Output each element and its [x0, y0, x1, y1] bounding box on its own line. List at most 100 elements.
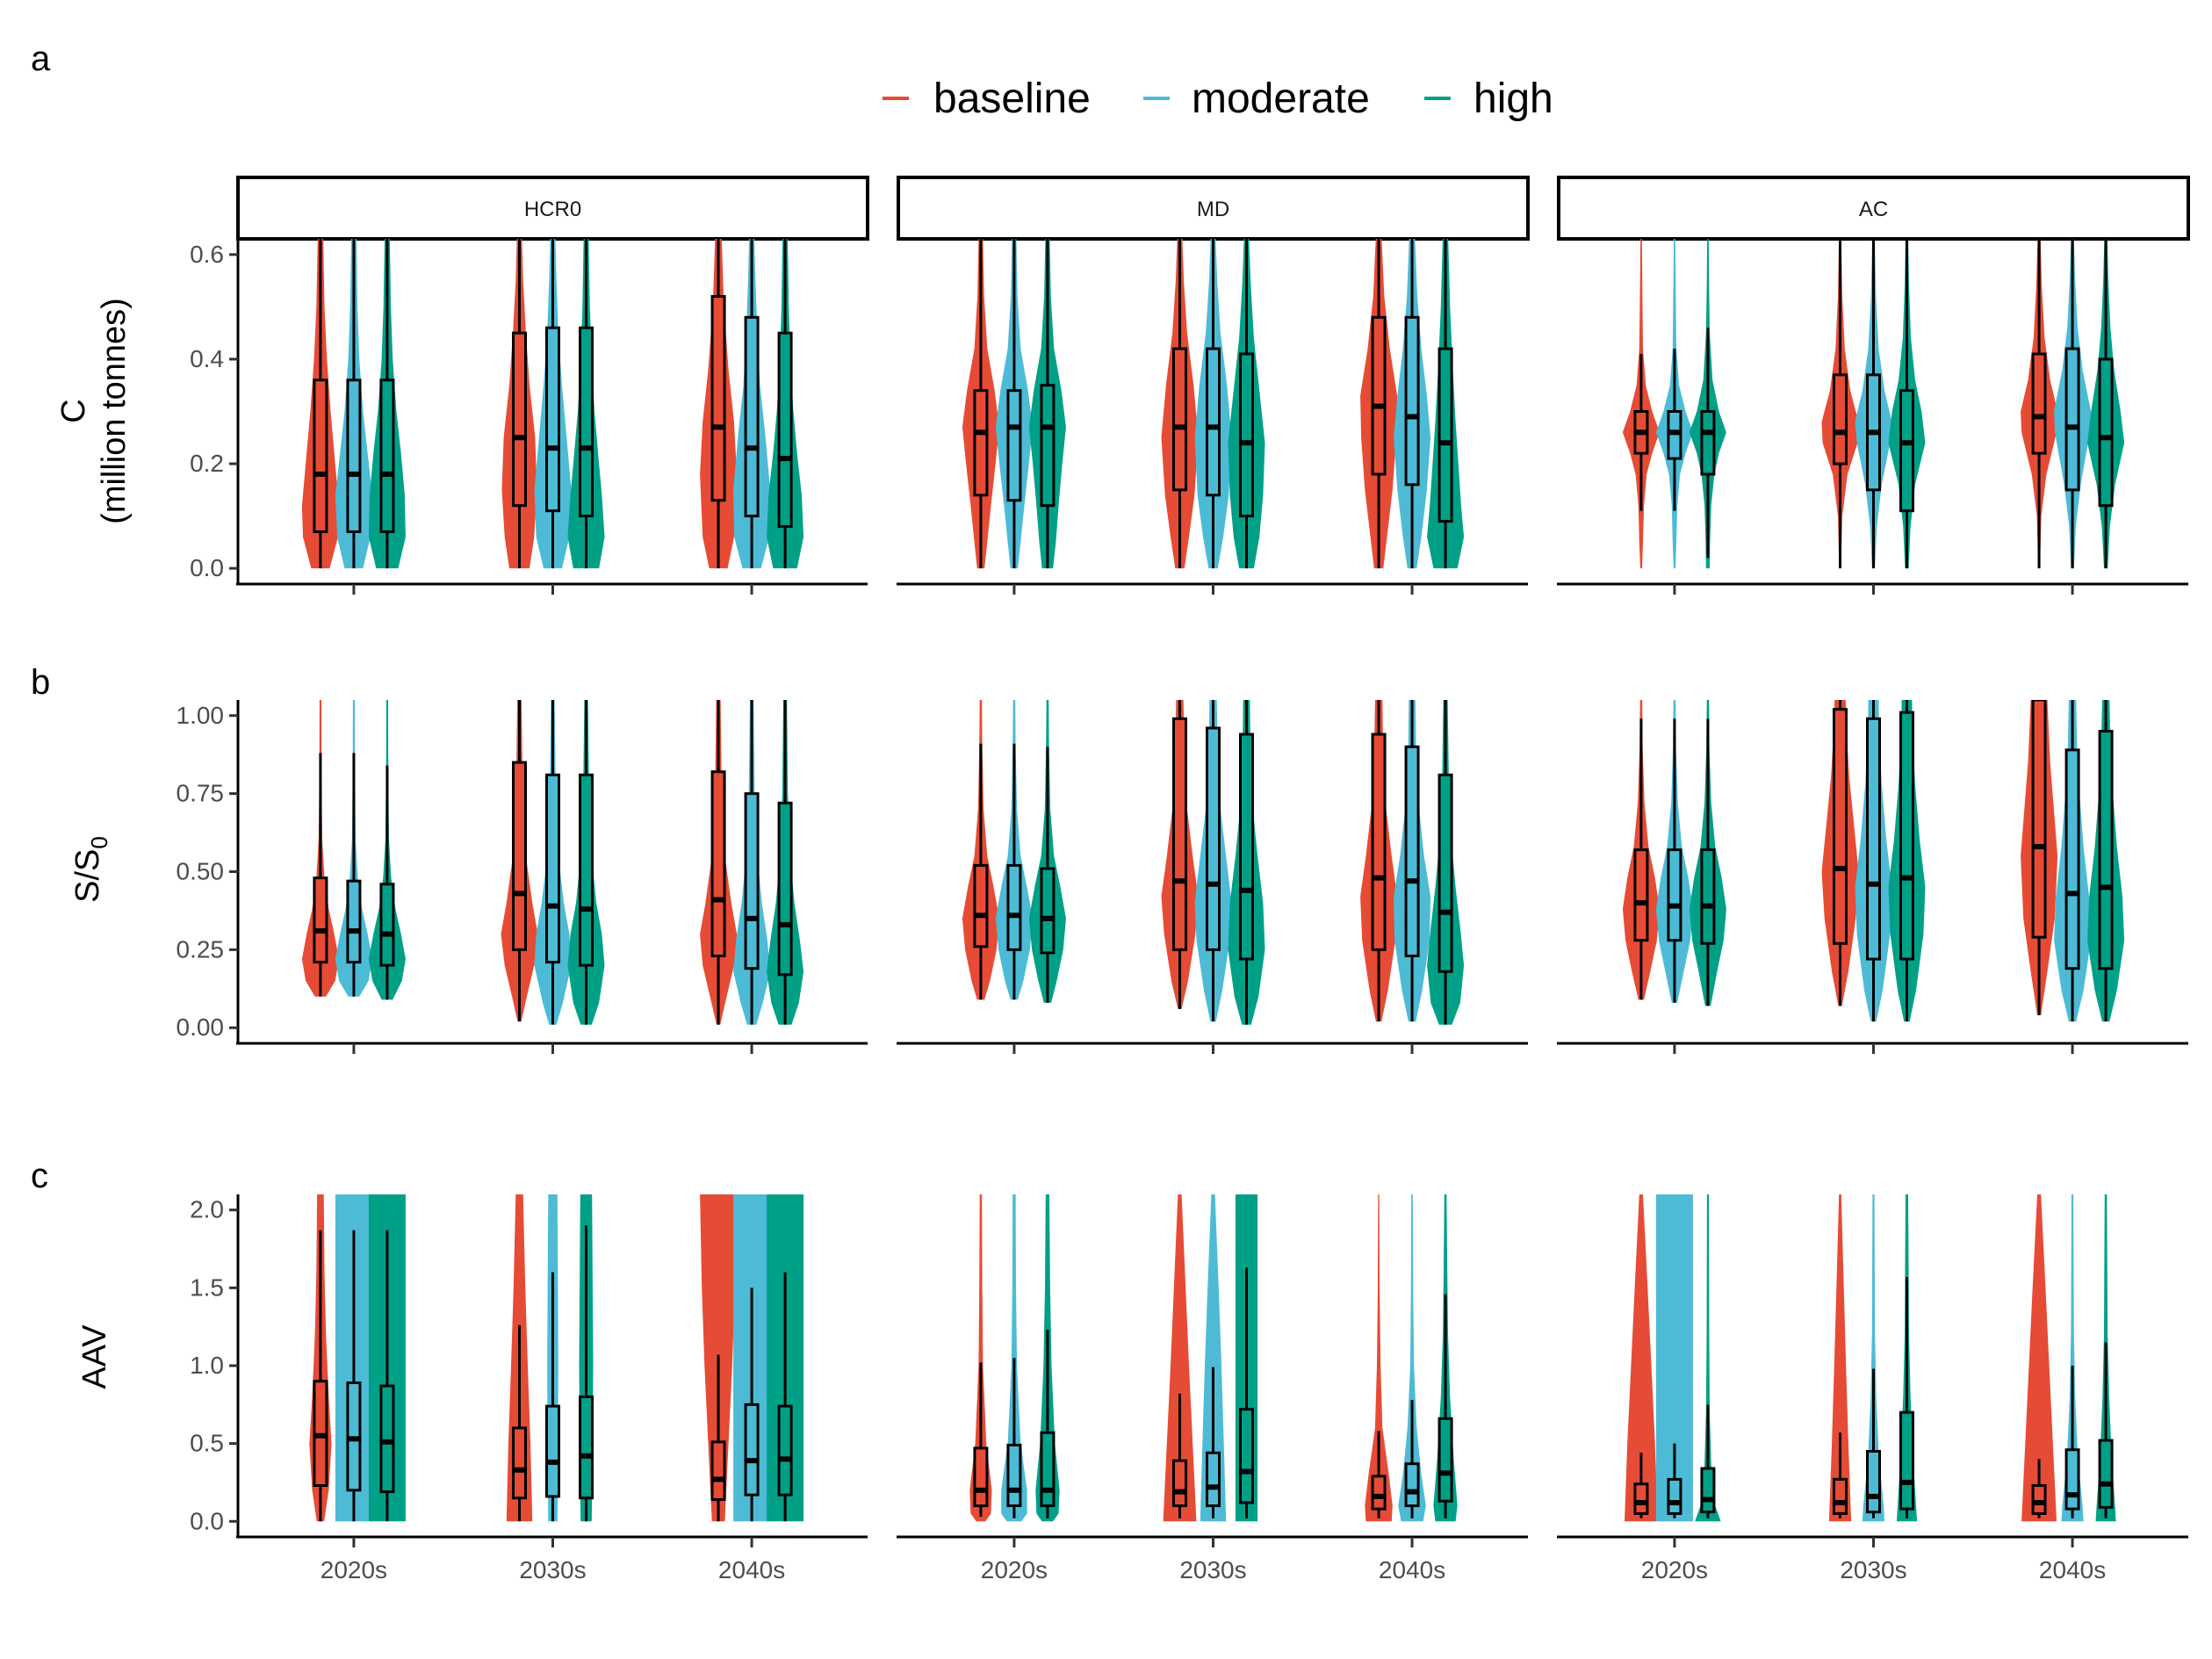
facet-strip-ac: AC — [1557, 176, 2190, 241]
box-moderate-2040s — [744, 1403, 760, 1497]
box-baseline-2030s — [512, 331, 527, 508]
panel-label-a: a — [31, 40, 51, 78]
box-moderate-2030s — [545, 326, 560, 513]
box-baseline-2030s — [1172, 347, 1187, 492]
box-moderate-2040s — [1404, 745, 1420, 957]
panel-aav-hcr0: 0.0 0.5 1.0 1.5 2.0 2020s 2030s 2040s — [190, 1194, 868, 1583]
y-tick-label-aav-hcr0-2: 1.0 — [190, 1352, 224, 1379]
box-baseline-2020s — [1633, 848, 1649, 942]
violin-moderate-2040s — [1398, 1194, 1426, 1522]
y-tick-label-aav-hcr0-4: 2.0 — [190, 1196, 224, 1223]
legend-item-moderate: moderate — [1143, 76, 1370, 122]
facet-strip-md: MD — [897, 176, 1530, 241]
box-moderate-2030s — [1866, 1450, 1881, 1514]
box-moderate-2040s — [2064, 748, 2080, 970]
box-moderate-2020s — [1006, 863, 1022, 951]
facet-label-ac: AC — [1859, 198, 1888, 221]
y-tick-label-c-hcr0-1: 0.2 — [190, 450, 224, 477]
y-axis-title-row-c: C (million tonnes) — [55, 298, 133, 524]
violin-high-2020s — [1695, 1194, 1721, 1522]
y-tick-label-aav-hcr0-1: 0.5 — [190, 1430, 224, 1457]
panel-aav-ac: 2020s 2030s 2040s — [1557, 1194, 2188, 1583]
box-baseline-2030s — [512, 1426, 527, 1500]
box-baseline-2040s — [2031, 700, 2047, 939]
x-tick-label-aav-md-2: 2040s — [1379, 1556, 1445, 1583]
x-tick-label-aav-ac-2: 2040s — [2039, 1556, 2106, 1583]
panel-ss0-md — [897, 700, 1528, 1054]
y-axis-title-ss0-sub: 0 — [86, 836, 112, 848]
violin-moderate-2020s — [1655, 1194, 1693, 1522]
box-high-2030s — [1239, 352, 1254, 518]
box-baseline-2030s — [1172, 717, 1187, 951]
panel-plot-area-c-md — [962, 239, 1465, 569]
facet-label-hcr0: HCR0 — [524, 198, 581, 221]
box-baseline-2020s — [1633, 1482, 1649, 1515]
legend-label-baseline: baseline — [933, 76, 1091, 122]
violin-baseline-2030s — [1163, 1194, 1197, 1522]
box-moderate-2030s — [545, 773, 560, 964]
box-baseline-2040s — [1371, 732, 1387, 951]
panel-plot-area-ss0-ac — [1622, 700, 2125, 1022]
box-moderate-2020s — [1667, 1477, 1682, 1515]
box-baseline-2040s — [1371, 1475, 1387, 1511]
y-tick-label-c-hcr0-3: 0.6 — [190, 241, 224, 268]
box-baseline-2040s — [2031, 352, 2047, 455]
box-moderate-2020s — [1006, 389, 1022, 502]
box-high-2040s — [777, 801, 793, 977]
box-moderate-2020s — [346, 379, 362, 533]
box-high-2030s — [1899, 1410, 1914, 1511]
panel-label-c: c — [31, 1157, 48, 1195]
legend-item-baseline: baseline — [883, 76, 1091, 122]
violin-baseline-2020s — [1625, 1194, 1658, 1522]
panel-plot-area-aav-hcr0 — [309, 1194, 804, 1522]
box-high-2020s — [1700, 410, 1716, 476]
box-moderate-2020s — [346, 879, 362, 964]
box-baseline-2020s — [973, 863, 989, 949]
legend-item-high: high — [1424, 76, 1553, 122]
y-tick-label-ss0-hcr0-2: 0.50 — [177, 858, 225, 885]
box-high-2040s — [777, 1404, 793, 1497]
box-high-2020s — [1040, 384, 1056, 508]
box-baseline-2030s — [512, 761, 527, 951]
box-high-2040s — [2098, 1439, 2114, 1509]
panel-plot-area-aav-md — [969, 1194, 1458, 1522]
box-moderate-2040s — [2064, 347, 2080, 492]
x-tick-label-aav-hcr0-2: 2040s — [718, 1556, 785, 1583]
y-tick-label-aav-hcr0-3: 1.5 — [190, 1273, 224, 1301]
legend-label-high: high — [1473, 76, 1553, 122]
box-high-2020s — [1700, 1467, 1716, 1514]
box-high-2030s — [1899, 389, 1914, 513]
y-axis-title-ss0: S/S0 — [69, 836, 112, 903]
legend: baseline moderate high — [883, 76, 1553, 122]
box-baseline-2030s — [1172, 1459, 1187, 1508]
panel-ss0-hcr0: 0.00 0.25 0.50 0.75 1.00 — [177, 700, 868, 1054]
box-moderate-2040s — [744, 792, 760, 970]
y-tick-label-ss0-hcr0-4: 1.00 — [177, 702, 225, 729]
panel-plot-area-aav-ac — [1625, 1194, 2116, 1522]
box-high-2030s — [579, 773, 594, 967]
y-tick-label-c-hcr0-0: 0.0 — [190, 554, 224, 581]
violin-baseline-2020s — [969, 1194, 992, 1522]
x-tick-label-aav-ac-1: 2030s — [1840, 1556, 1906, 1583]
facet-label-md: MD — [1197, 198, 1229, 221]
box-high-2020s — [1040, 867, 1056, 955]
box-baseline-2020s — [313, 876, 328, 964]
box-baseline-2030s — [1833, 373, 1848, 465]
panel-aav-md: 2020s 2030s 2040s — [897, 1194, 1528, 1583]
violin-baseline-2040s — [2021, 1194, 2057, 1522]
y-axis-title-c-line2: (million tonnes) — [96, 298, 133, 524]
box-moderate-2020s — [1667, 848, 1682, 942]
box-moderate-2020s — [1006, 1443, 1022, 1508]
panel-c-ac — [1557, 239, 2188, 595]
box-high-2030s — [1239, 1408, 1254, 1504]
box-high-2040s — [777, 331, 793, 528]
box-moderate-2040s — [1404, 1462, 1420, 1508]
violin-moderate-2030s — [1200, 1194, 1227, 1522]
panel-plot-area-c-ac — [1622, 239, 2125, 569]
box-high-2020s — [379, 1384, 395, 1494]
box-baseline-2030s — [1833, 1477, 1848, 1515]
violin-baseline-2040s — [1365, 1194, 1393, 1522]
box-high-2020s — [379, 379, 395, 533]
box-high-2040s — [1437, 347, 1453, 523]
